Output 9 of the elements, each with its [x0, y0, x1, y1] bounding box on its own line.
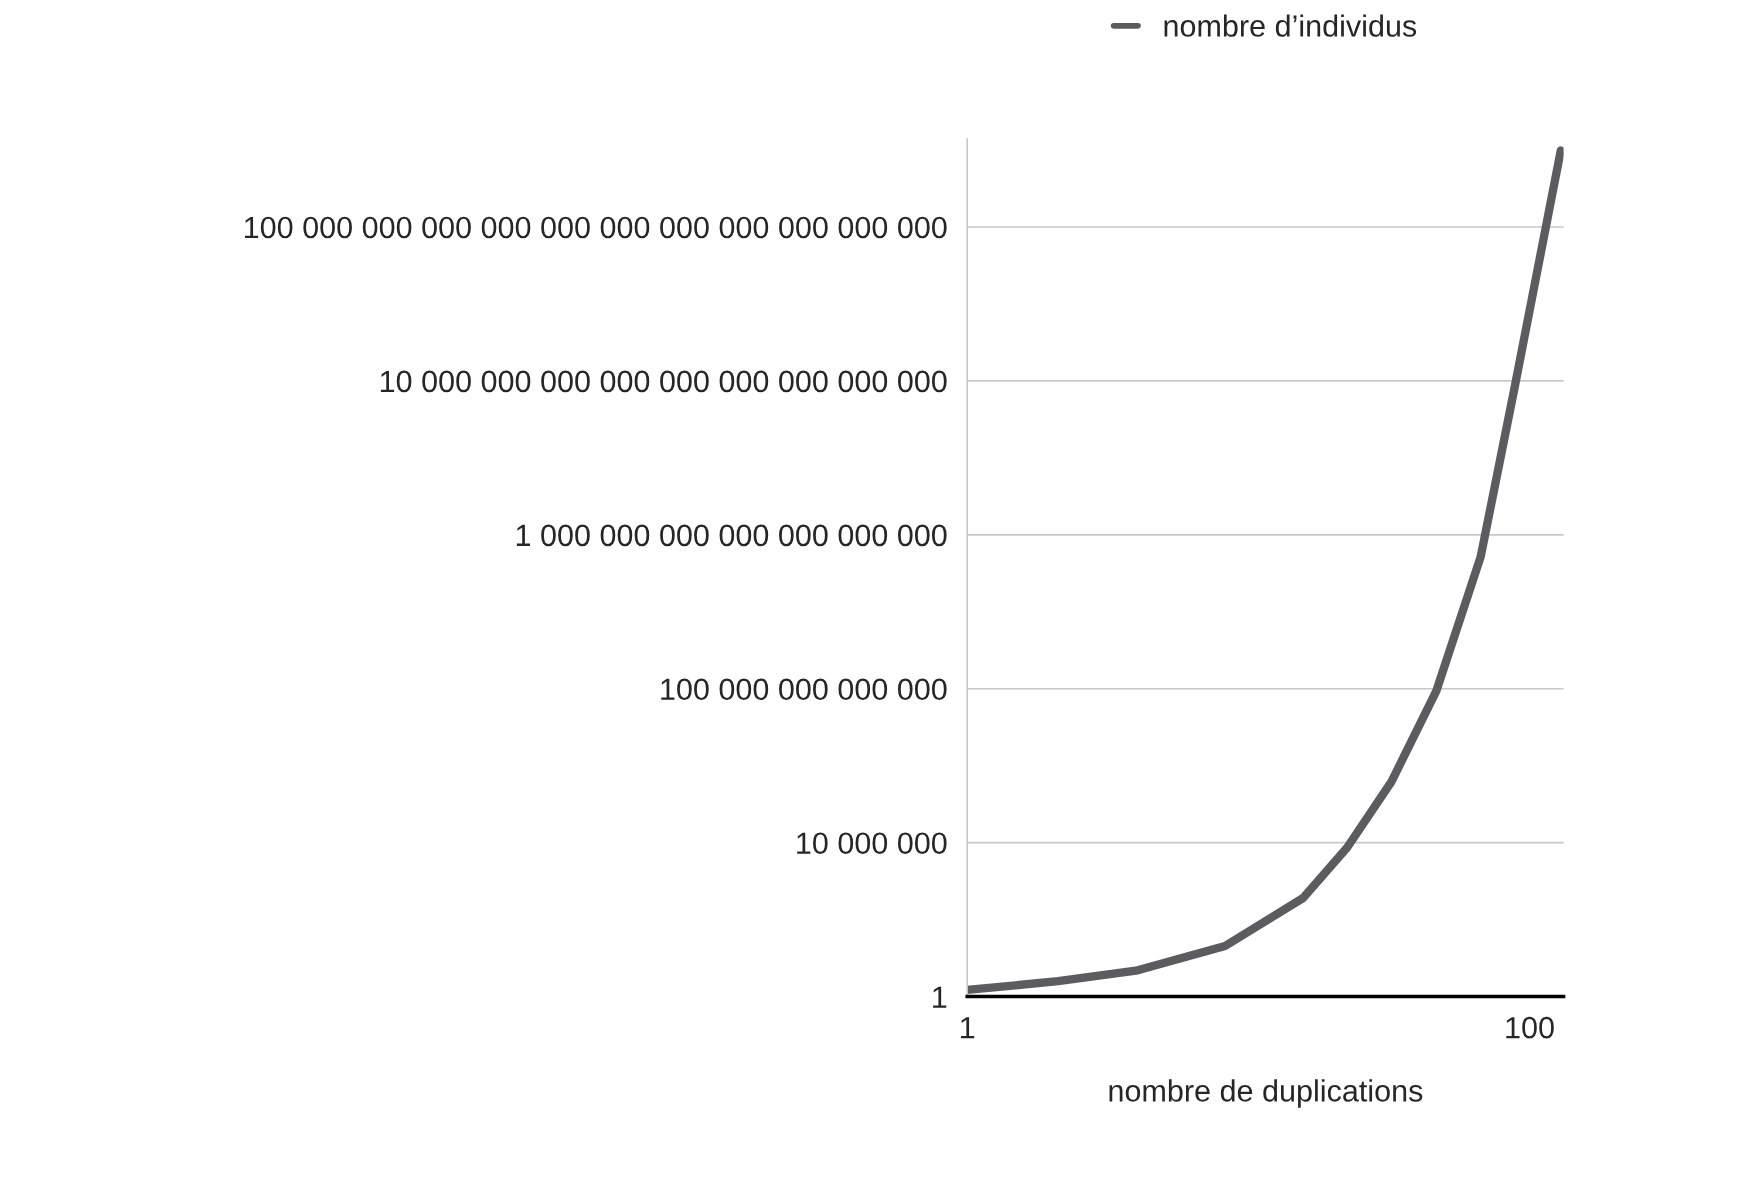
y-tick-label: 1 000 000 000 000 000 000 000	[516, 524, 947, 547]
y-tick-label: 1	[933, 986, 947, 1008]
y-tick-label: 100 000 000 000 000	[661, 678, 947, 701]
y-tick-label: 10 000 000 000 000 000 000 000 000 000	[380, 370, 947, 393]
x-axis-title: nombre de duplications	[1109, 1079, 1423, 1108]
legend-label: nombre d’individus	[1164, 14, 1417, 37]
x-tick-label: 100	[1506, 1016, 1554, 1039]
y-tick-label: 10 000 000	[797, 832, 947, 855]
y-tick-label: 100 000 000 000 000 000 000 000 000 000 000 000	[245, 216, 947, 239]
